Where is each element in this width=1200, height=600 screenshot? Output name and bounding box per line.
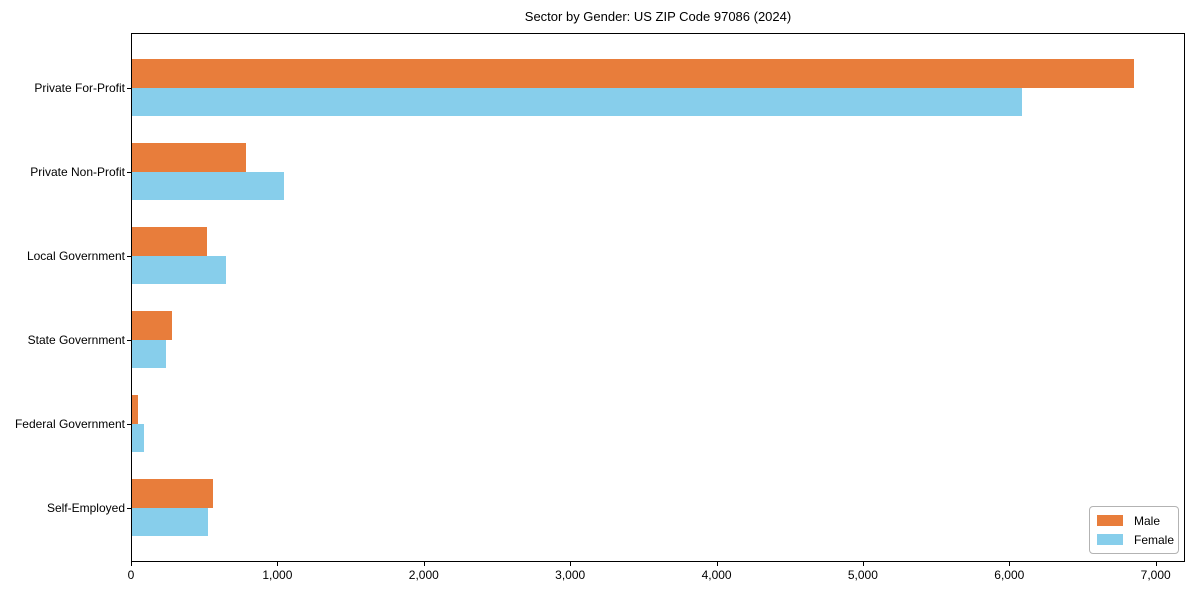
x-tick-0: [131, 562, 132, 566]
y-axis-label-federal-government: Federal Government: [14, 416, 125, 431]
bar-male-federal-government: [132, 395, 138, 424]
plot-area: [131, 33, 1185, 562]
y-tick-state-government: [127, 339, 131, 341]
x-tick-label-2000: 2,000: [408, 568, 439, 582]
legend-swatch-female: [1097, 534, 1123, 545]
y-axis-label-private-for-profit: Private For-Profit: [34, 80, 125, 95]
x-tick-label-7000: 7,000: [1140, 568, 1171, 582]
y-axis-label-self-employed: Self-Employed: [46, 500, 125, 515]
x-tick-4000: [716, 562, 718, 566]
legend: Male Female: [1089, 506, 1179, 554]
bar-female-state-government: [132, 339, 166, 369]
bar-female-self-employed: [132, 507, 208, 537]
x-tick-7000: [1155, 562, 1157, 566]
y-axis-label-local-government: Local Government: [26, 248, 125, 263]
y-tick-private-for-profit: [127, 87, 131, 89]
bar-male-private-for-profit: [132, 59, 1135, 88]
x-tick-label-3000: 3,000: [555, 568, 586, 582]
legend-entry-male: Male: [1097, 514, 1171, 528]
y-axis-label-state-government: State Government: [27, 332, 125, 347]
legend-entry-female: Female: [1097, 532, 1175, 547]
y-axis-label-private-non-profit: Private Non-Profit: [30, 164, 125, 179]
y-tick-self-employed: [127, 507, 131, 509]
x-tick-6000: [1009, 562, 1011, 566]
legend-label-male: Male: [1134, 513, 1161, 528]
x-tick-label-6000: 6,000: [994, 568, 1025, 582]
x-tick-5000: [862, 562, 864, 566]
bar-male-local-government: [132, 227, 207, 256]
x-tick-label-5000: 5,000: [847, 568, 878, 582]
bar-male-state-government: [132, 311, 173, 340]
chart-title: Sector by Gender: US ZIP Code 97086 (202…: [524, 9, 792, 24]
x-tick-label-1000: 1,000: [262, 568, 293, 582]
bar-male-self-employed: [132, 479, 214, 508]
bar-female-private-non-profit: [132, 171, 284, 201]
bar-female-federal-government: [132, 423, 145, 453]
y-tick-local-government: [127, 255, 131, 257]
x-tick-3000: [570, 562, 572, 566]
legend-label-female: Female: [1134, 532, 1175, 547]
bar-male-private-non-profit: [132, 143, 246, 172]
y-tick-federal-government: [127, 423, 131, 425]
legend-swatch-male: [1097, 515, 1123, 526]
y-tick-private-non-profit: [127, 171, 131, 173]
x-tick-2000: [423, 562, 425, 566]
x-tick-label-0: 0: [127, 568, 135, 582]
x-tick-1000: [277, 562, 279, 566]
bar-female-private-for-profit: [132, 87, 1022, 117]
x-tick-label-4000: 4,000: [701, 568, 732, 582]
bar-female-local-government: [132, 255, 226, 285]
